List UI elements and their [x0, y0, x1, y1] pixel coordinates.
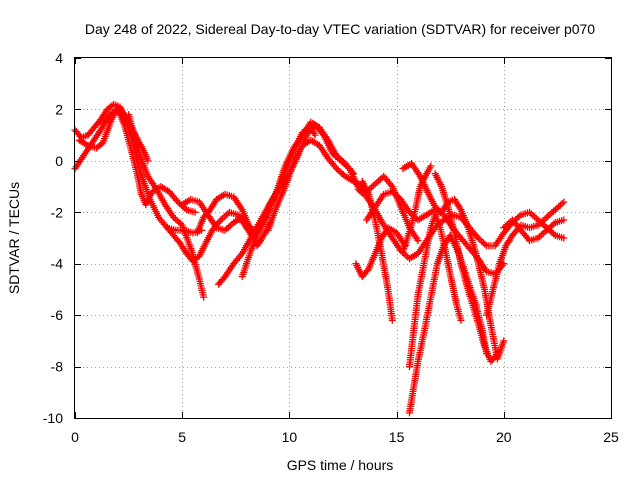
series-arc-9	[238, 118, 358, 281]
x-tick-label: 20	[496, 429, 512, 445]
plus-marker	[200, 293, 208, 301]
plus-marker	[560, 234, 568, 242]
x-tick-label: 15	[389, 429, 405, 445]
y-tick-label: 0	[55, 153, 63, 169]
plus-marker	[560, 216, 568, 224]
y-tick-label: -4	[51, 256, 64, 272]
y-axis-label: SDTVAR / TECUs	[6, 182, 22, 294]
series-arc-19	[406, 211, 465, 371]
plus-marker	[399, 247, 407, 255]
plus-marker	[219, 215, 226, 222]
plus-marker	[311, 131, 319, 139]
y-tick-label: 2	[55, 101, 63, 117]
plus-marker	[457, 316, 465, 324]
y-tick-label: 4	[55, 50, 63, 66]
tick-marks	[75, 58, 612, 419]
plus-marker	[414, 237, 422, 245]
series-arc-8	[215, 123, 319, 288]
series-arc-15	[358, 177, 396, 324]
x-axis-label: GPS time / hours	[287, 457, 394, 473]
x-tick-label: 0	[71, 429, 79, 445]
plus-marker	[500, 337, 508, 345]
x-tick-label: 10	[282, 429, 298, 445]
plot-frame	[74, 57, 612, 419]
plus-marker	[560, 198, 568, 206]
y-tick-label: -10	[43, 410, 63, 426]
plus-marker	[388, 316, 396, 324]
plus-marker	[191, 208, 199, 216]
y-tick-label: -8	[51, 359, 64, 375]
x-tick-label: 25	[603, 429, 619, 445]
x-tick-labels: 0 5 10 15 20 25	[71, 429, 619, 445]
series-arc-16	[399, 159, 508, 363]
plus-marker	[483, 350, 491, 358]
series-arc-22	[500, 216, 568, 245]
grid-lines	[75, 58, 611, 418]
series-arc-17	[399, 162, 435, 255]
plus-marker	[476, 236, 484, 243]
data-points	[71, 100, 568, 417]
series-arc-4	[125, 111, 208, 301]
x-tick-label: 5	[178, 429, 186, 445]
series-arc-11	[285, 121, 422, 245]
series-arc-3	[75, 103, 205, 237]
plus-marker	[119, 109, 127, 117]
plus-marker	[144, 157, 152, 165]
plus-marker	[558, 200, 566, 207]
series-arc-18	[431, 170, 499, 365]
y-tick-label: -6	[51, 307, 64, 323]
plus-marker	[491, 352, 499, 360]
chart-title: Day 248 of 2022, Sidereal Day-to-day VTE…	[85, 21, 595, 37]
y-tick-labels: -10 -8 -6 -4 -2 0 2 4	[43, 50, 63, 426]
y-tick-label: -2	[51, 204, 64, 220]
series-arc-20	[406, 231, 491, 417]
